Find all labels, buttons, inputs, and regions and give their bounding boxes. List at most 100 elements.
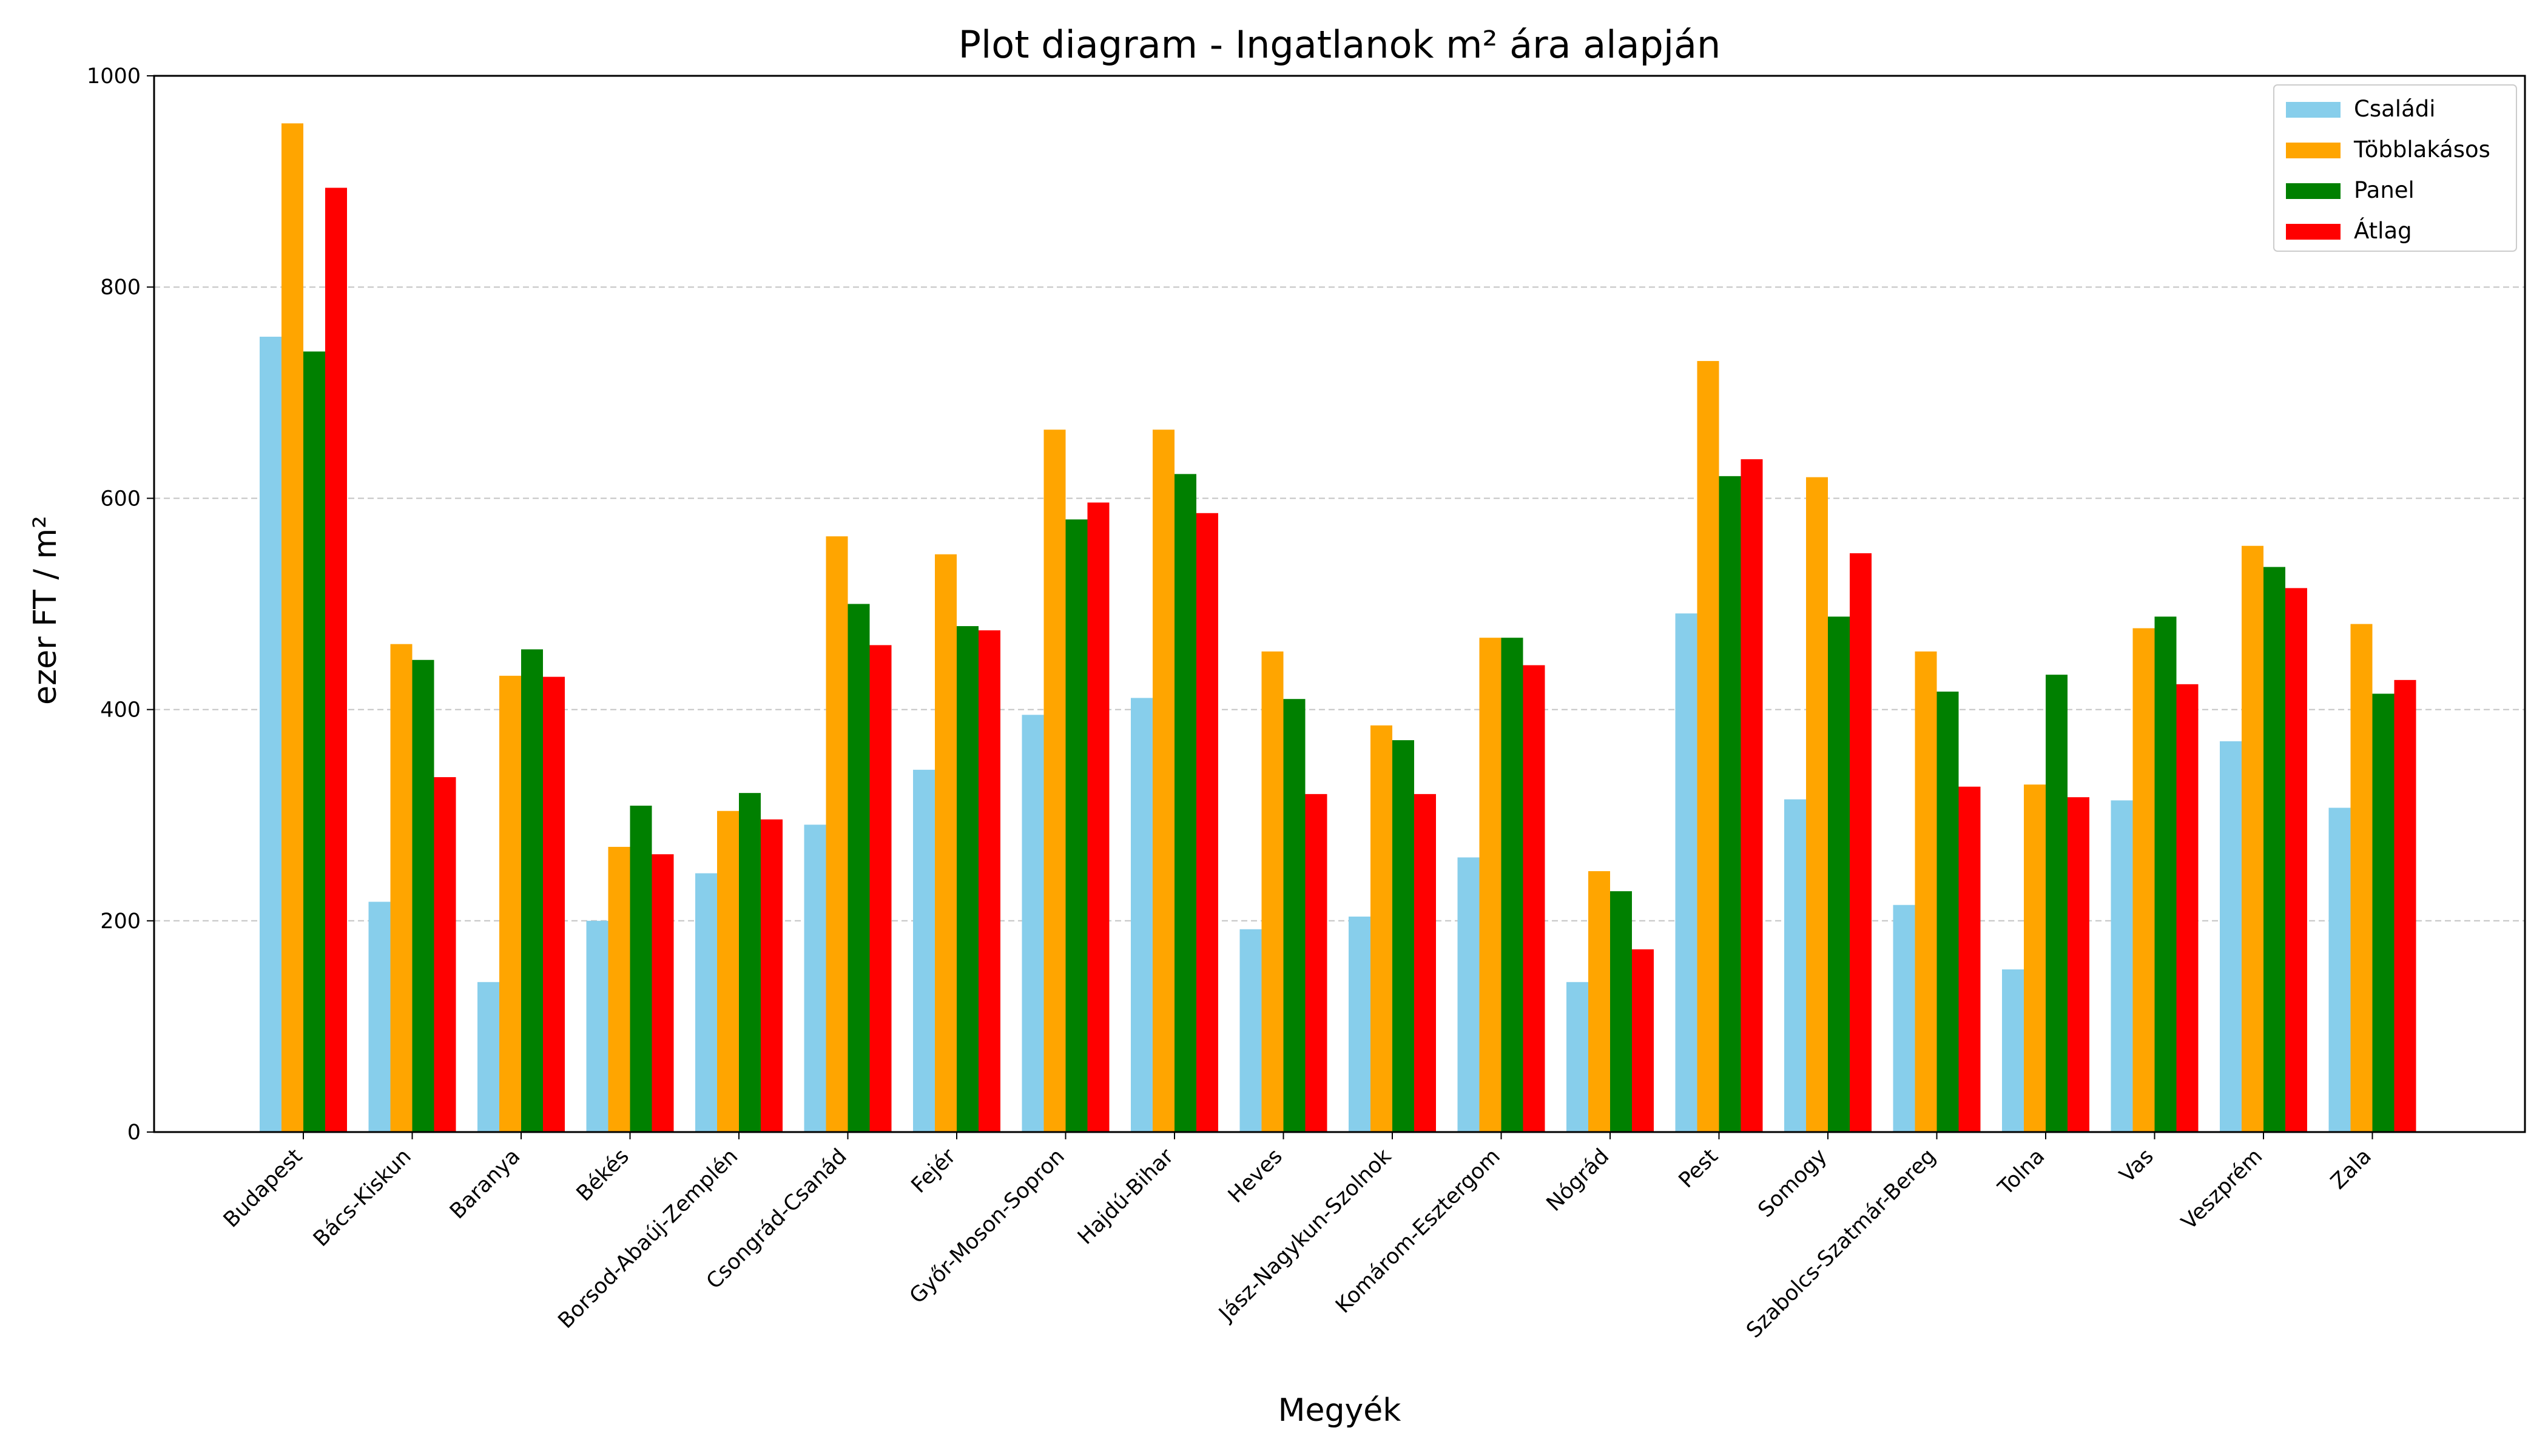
bar [957,626,979,1132]
bar [652,854,674,1132]
bar [739,793,761,1132]
legend-label: Családi [2354,96,2436,122]
bar [761,819,783,1132]
bar [1457,857,1480,1132]
y-tick-label: 200 [100,909,141,934]
bar [1022,715,1044,1132]
bar [2154,616,2177,1132]
bar [848,604,870,1132]
chart-title: Plot diagram - Ingatlanok m² ára alapján [959,22,1721,67]
bar [630,806,652,1132]
bar [1632,949,1654,1132]
bar [1523,665,1545,1132]
bar [303,351,325,1132]
bar [2132,628,2155,1132]
bar [477,982,499,1132]
y-tick-label: 800 [100,275,141,300]
y-tick-label: 400 [100,698,141,723]
bar [1175,474,1196,1133]
bar [260,337,281,1132]
bar [1370,725,1392,1132]
bar [826,536,848,1132]
bar [2242,545,2263,1132]
bars [260,123,2416,1133]
bar [1893,905,1915,1132]
bar [804,824,826,1132]
bar [2002,969,2024,1132]
bar [1719,476,1741,1132]
bar [521,649,543,1132]
bar [434,777,456,1132]
bar [2328,807,2351,1132]
bar [1610,891,1632,1132]
bar [1566,982,1588,1132]
bar [935,554,957,1132]
bar [325,187,347,1132]
bar [1153,430,1175,1132]
legend-label: Többlakásos [2353,136,2490,163]
bar [1087,502,1110,1132]
bar [1065,519,1088,1132]
bar [2285,588,2307,1132]
bar [1784,799,1806,1132]
bar [1283,699,1306,1132]
bar [1675,613,1697,1132]
bar [1043,430,1066,1132]
bar [2176,684,2199,1132]
bar [1915,651,1937,1132]
bar [412,659,434,1132]
bar [2394,679,2416,1132]
bar [2220,741,2242,1132]
bar [2046,675,2068,1132]
y-tick-label: 0 [127,1121,141,1145]
bar [695,873,717,1132]
legend-swatch [2286,143,2341,158]
x-axis-title: Megyék [1278,1392,1401,1429]
bar [390,644,413,1132]
bar [586,920,608,1132]
legend-box [2273,84,2517,252]
bar [1806,477,1828,1132]
y-axis-title: ezer FT / m² [27,516,64,705]
bar [1414,794,1436,1132]
bar [869,645,892,1132]
legend-label: Átlag [2354,217,2412,244]
bar [1392,740,1414,1132]
bar [1239,929,1262,1132]
legend-swatch [2286,183,2341,199]
bar [2111,800,2133,1132]
bar [913,769,935,1132]
bar [608,846,630,1132]
bar [2350,624,2373,1132]
bar [2068,797,2089,1132]
bar [1697,361,1719,1132]
bar [1349,916,1370,1132]
bar [1501,638,1523,1132]
bar [1261,651,1284,1132]
bar [1936,692,1959,1132]
y-tick-label: 600 [100,487,141,511]
y-tick-label: 1000 [87,64,141,89]
legend-swatch [2286,224,2341,240]
bar [281,123,303,1133]
axes [147,75,2526,1139]
bar [1479,638,1502,1132]
legend: Családi Többlakásos Panel Átlag [2273,84,2517,252]
bar [2024,784,2046,1132]
legend-swatch [2286,102,2341,118]
bar [717,811,739,1132]
bar [2372,693,2395,1132]
bar [1131,698,1153,1132]
bar [1305,794,1327,1132]
bar [1850,553,1872,1132]
bar [368,902,391,1132]
bar [2263,567,2285,1132]
bar [543,676,565,1132]
bar [499,675,521,1132]
bar [1958,786,1981,1132]
bar [979,630,1000,1132]
bar [1196,513,1218,1132]
bar [1828,616,1850,1132]
bar [1741,459,1763,1133]
